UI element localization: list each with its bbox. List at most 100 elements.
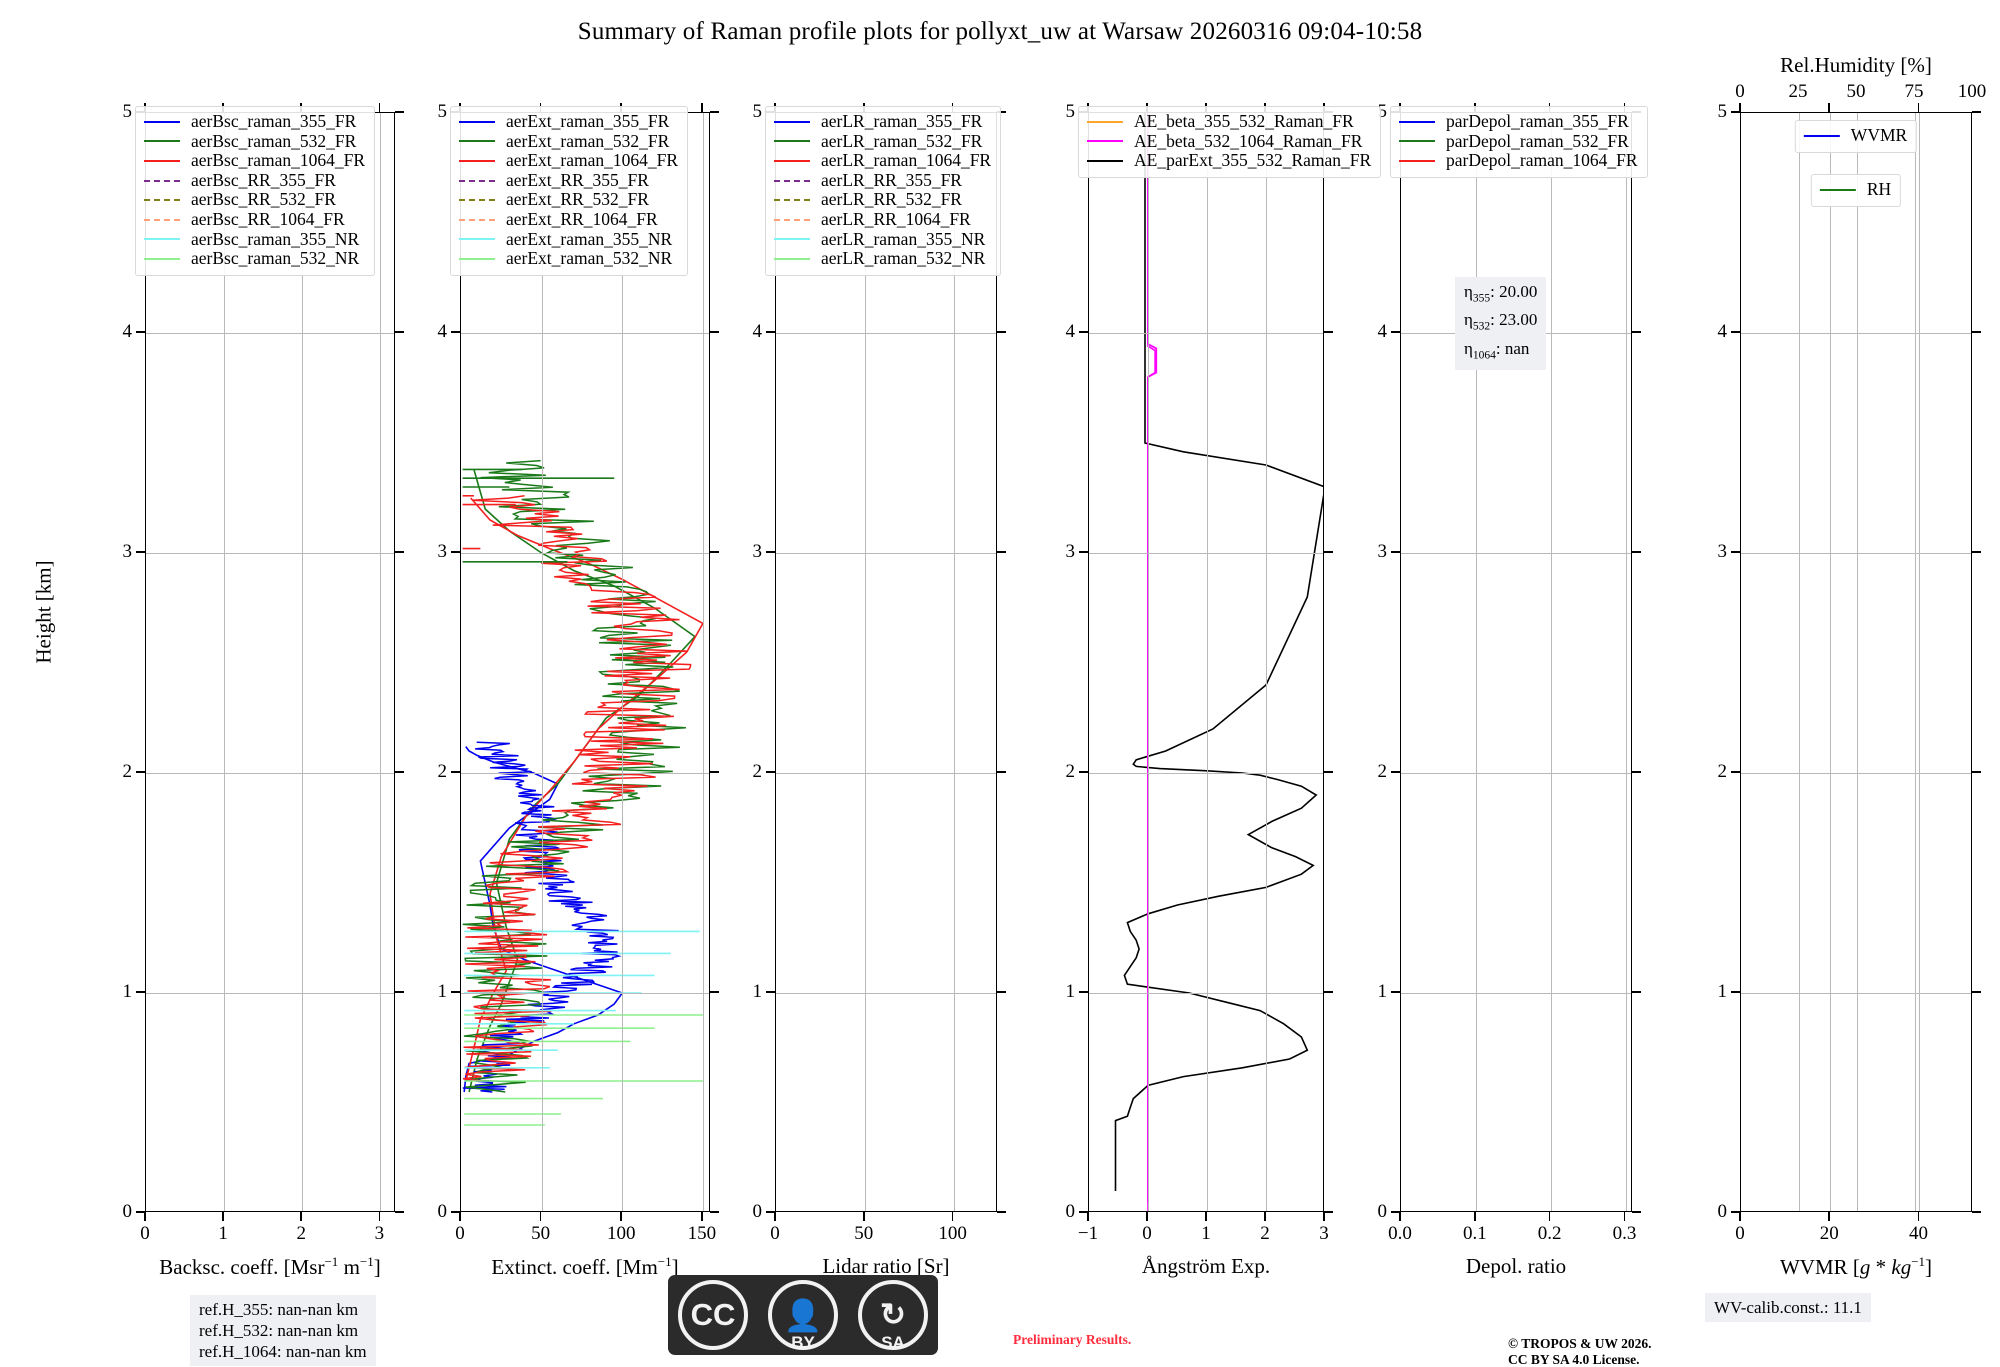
legend-item[interactable]: RH (1820, 180, 1891, 200)
legend-item[interactable]: aerExt_raman_532_NR (459, 249, 678, 269)
plot-area-backscatter (145, 112, 395, 1212)
legend-color-swatch (459, 199, 495, 201)
legend-color-swatch (774, 180, 810, 182)
x-tick-mark (1205, 1212, 1207, 1221)
x-tick-mark (1739, 103, 1741, 112)
legend-item[interactable]: aerExt_RR_1064_FR (459, 210, 678, 230)
legend-item[interactable]: aerExt_raman_355_NR (459, 230, 678, 250)
y-tick-mark (1972, 331, 1981, 333)
y-tick-mark (136, 331, 145, 333)
y-tick-mark (997, 991, 1006, 993)
y-tick-mark (1731, 771, 1740, 773)
y-tick-label: 1 (1378, 981, 1388, 1003)
legend-color-swatch (1804, 135, 1840, 137)
y-tick-mark (1972, 1211, 1981, 1213)
legend-item[interactable]: aerBsc_RR_1064_FR (144, 210, 365, 230)
legend-item[interactable]: aerBsc_RR_355_FR (144, 171, 365, 191)
y-tick-mark (1391, 551, 1400, 553)
legend-item[interactable]: aerLR_raman_532_FR (774, 132, 991, 152)
gridline-horizontal (146, 993, 394, 994)
y-tick-mark (395, 331, 404, 333)
gridline-vertical-top (1799, 113, 1800, 1211)
y-tick-label: 2 (1066, 761, 1076, 783)
legend-item[interactable]: parDepol_raman_1064_FR (1399, 151, 1638, 171)
y-tick-mark (1632, 331, 1641, 333)
cc-sa-group: ↻ SA (858, 1275, 928, 1355)
legend-item[interactable]: aerLR_raman_532_NR (774, 249, 991, 269)
y-tick-mark (136, 551, 145, 553)
gridline-horizontal (1401, 993, 1631, 994)
legend-item[interactable]: aerLR_raman_1064_FR (774, 151, 991, 171)
x-axis-title: Backsc. coeff. [Msr−1 m−1] (159, 1254, 381, 1280)
x-tick-label: 0 (1735, 1223, 1745, 1245)
x-tick-mark (1828, 103, 1830, 112)
legend-item[interactable]: aerBsc_raman_1064_FR (144, 151, 365, 171)
y-tick-label: 4 (1378, 321, 1388, 343)
top-x-tick-label: 75 (1905, 81, 1924, 103)
y-tick-label: 2 (1378, 761, 1388, 783)
legend-label: aerBsc_RR_355_FR (191, 171, 336, 191)
gridline-horizontal (146, 773, 394, 774)
legend-item[interactable]: aerExt_raman_1064_FR (459, 151, 678, 171)
y-tick-label: 5 (1066, 101, 1076, 123)
y-tick-mark (451, 991, 460, 993)
legend-color-swatch (1399, 121, 1435, 123)
y-tick-mark (1632, 1211, 1641, 1213)
gridline-vertical (865, 113, 866, 1211)
eta-value: nan (1505, 339, 1530, 358)
legend-item[interactable]: aerExt_raman_355_FR (459, 112, 678, 132)
x-tick-mark (1264, 1212, 1266, 1221)
x-tick-mark (774, 1212, 776, 1221)
gridline-vertical (1626, 113, 1627, 1211)
eta-value: 20.00 (1499, 282, 1537, 301)
legend-item[interactable]: AE_beta_532_1064_Raman_FR (1087, 132, 1371, 152)
legend-item[interactable]: parDepol_raman_532_FR (1399, 132, 1638, 152)
legend-item[interactable]: aerBsc_raman_532_NR (144, 249, 365, 269)
legend-item[interactable]: aerLR_RR_355_FR (774, 171, 991, 191)
x-tick-label: 0 (1142, 1223, 1152, 1245)
y-tick-label: 3 (1718, 541, 1728, 563)
legend-item[interactable]: aerLR_RR_1064_FR (774, 210, 991, 230)
x-tick-label: 150 (688, 1223, 717, 1245)
ref-height-1064: ref.H_1064: nan-nan km (199, 1341, 367, 1362)
x-axis-title: Depol. ratio (1466, 1254, 1566, 1279)
x-tick-label: 1 (218, 1223, 228, 1245)
legend-item[interactable]: aerBsc_RR_532_FR (144, 190, 365, 210)
legend-item[interactable]: aerExt_RR_355_FR (459, 171, 678, 191)
legend-label: aerExt_RR_355_FR (506, 171, 649, 191)
cc-by-label: BY (791, 1333, 815, 1353)
y-tick-label: 2 (123, 761, 133, 783)
legend-item[interactable]: aerLR_RR_532_FR (774, 190, 991, 210)
legend-item[interactable]: aerExt_RR_532_FR (459, 190, 678, 210)
legend-item[interactable]: aerLR_raman_355_NR (774, 230, 991, 250)
y-tick-label: 1 (753, 981, 763, 1003)
legend-color-swatch (459, 219, 495, 221)
legend-item[interactable]: parDepol_raman_355_FR (1399, 112, 1638, 132)
y-tick-mark (395, 1211, 404, 1213)
series-AE_beta_532_1064_Raman_FR (1148, 113, 1155, 1212)
y-tick-label: 2 (1718, 761, 1728, 783)
legend-item[interactable]: WVMR (1804, 126, 1907, 146)
legend-item[interactable]: AE_beta_355_532_Raman_FR (1087, 112, 1371, 132)
y-tick-mark (997, 551, 1006, 553)
y-tick-mark (451, 771, 460, 773)
legend-item[interactable]: aerBsc_raman_355_NR (144, 230, 365, 250)
x-tick-mark (863, 1212, 865, 1221)
y-tick-mark (1632, 551, 1641, 553)
wv-calibration-box: WV-calib.const.: 11.1 (1705, 1293, 1871, 1322)
legend-item[interactable]: aerBsc_raman_532_FR (144, 132, 365, 152)
y-tick-mark (1632, 991, 1641, 993)
legend-item[interactable]: AE_parExt_355_532_Raman_FR (1087, 151, 1371, 171)
legend-item[interactable]: aerBsc_raman_355_FR (144, 112, 365, 132)
x-tick-label: 100 (607, 1223, 636, 1245)
eta-info-box: η355: 20.00 η532: 23.00 η1064: nan (1455, 277, 1546, 370)
legend-item[interactable]: aerExt_raman_532_FR (459, 132, 678, 152)
y-axis-title: Height [km] (32, 560, 57, 663)
legend-item[interactable]: aerLR_raman_355_FR (774, 112, 991, 132)
legend-color-swatch (144, 180, 180, 182)
